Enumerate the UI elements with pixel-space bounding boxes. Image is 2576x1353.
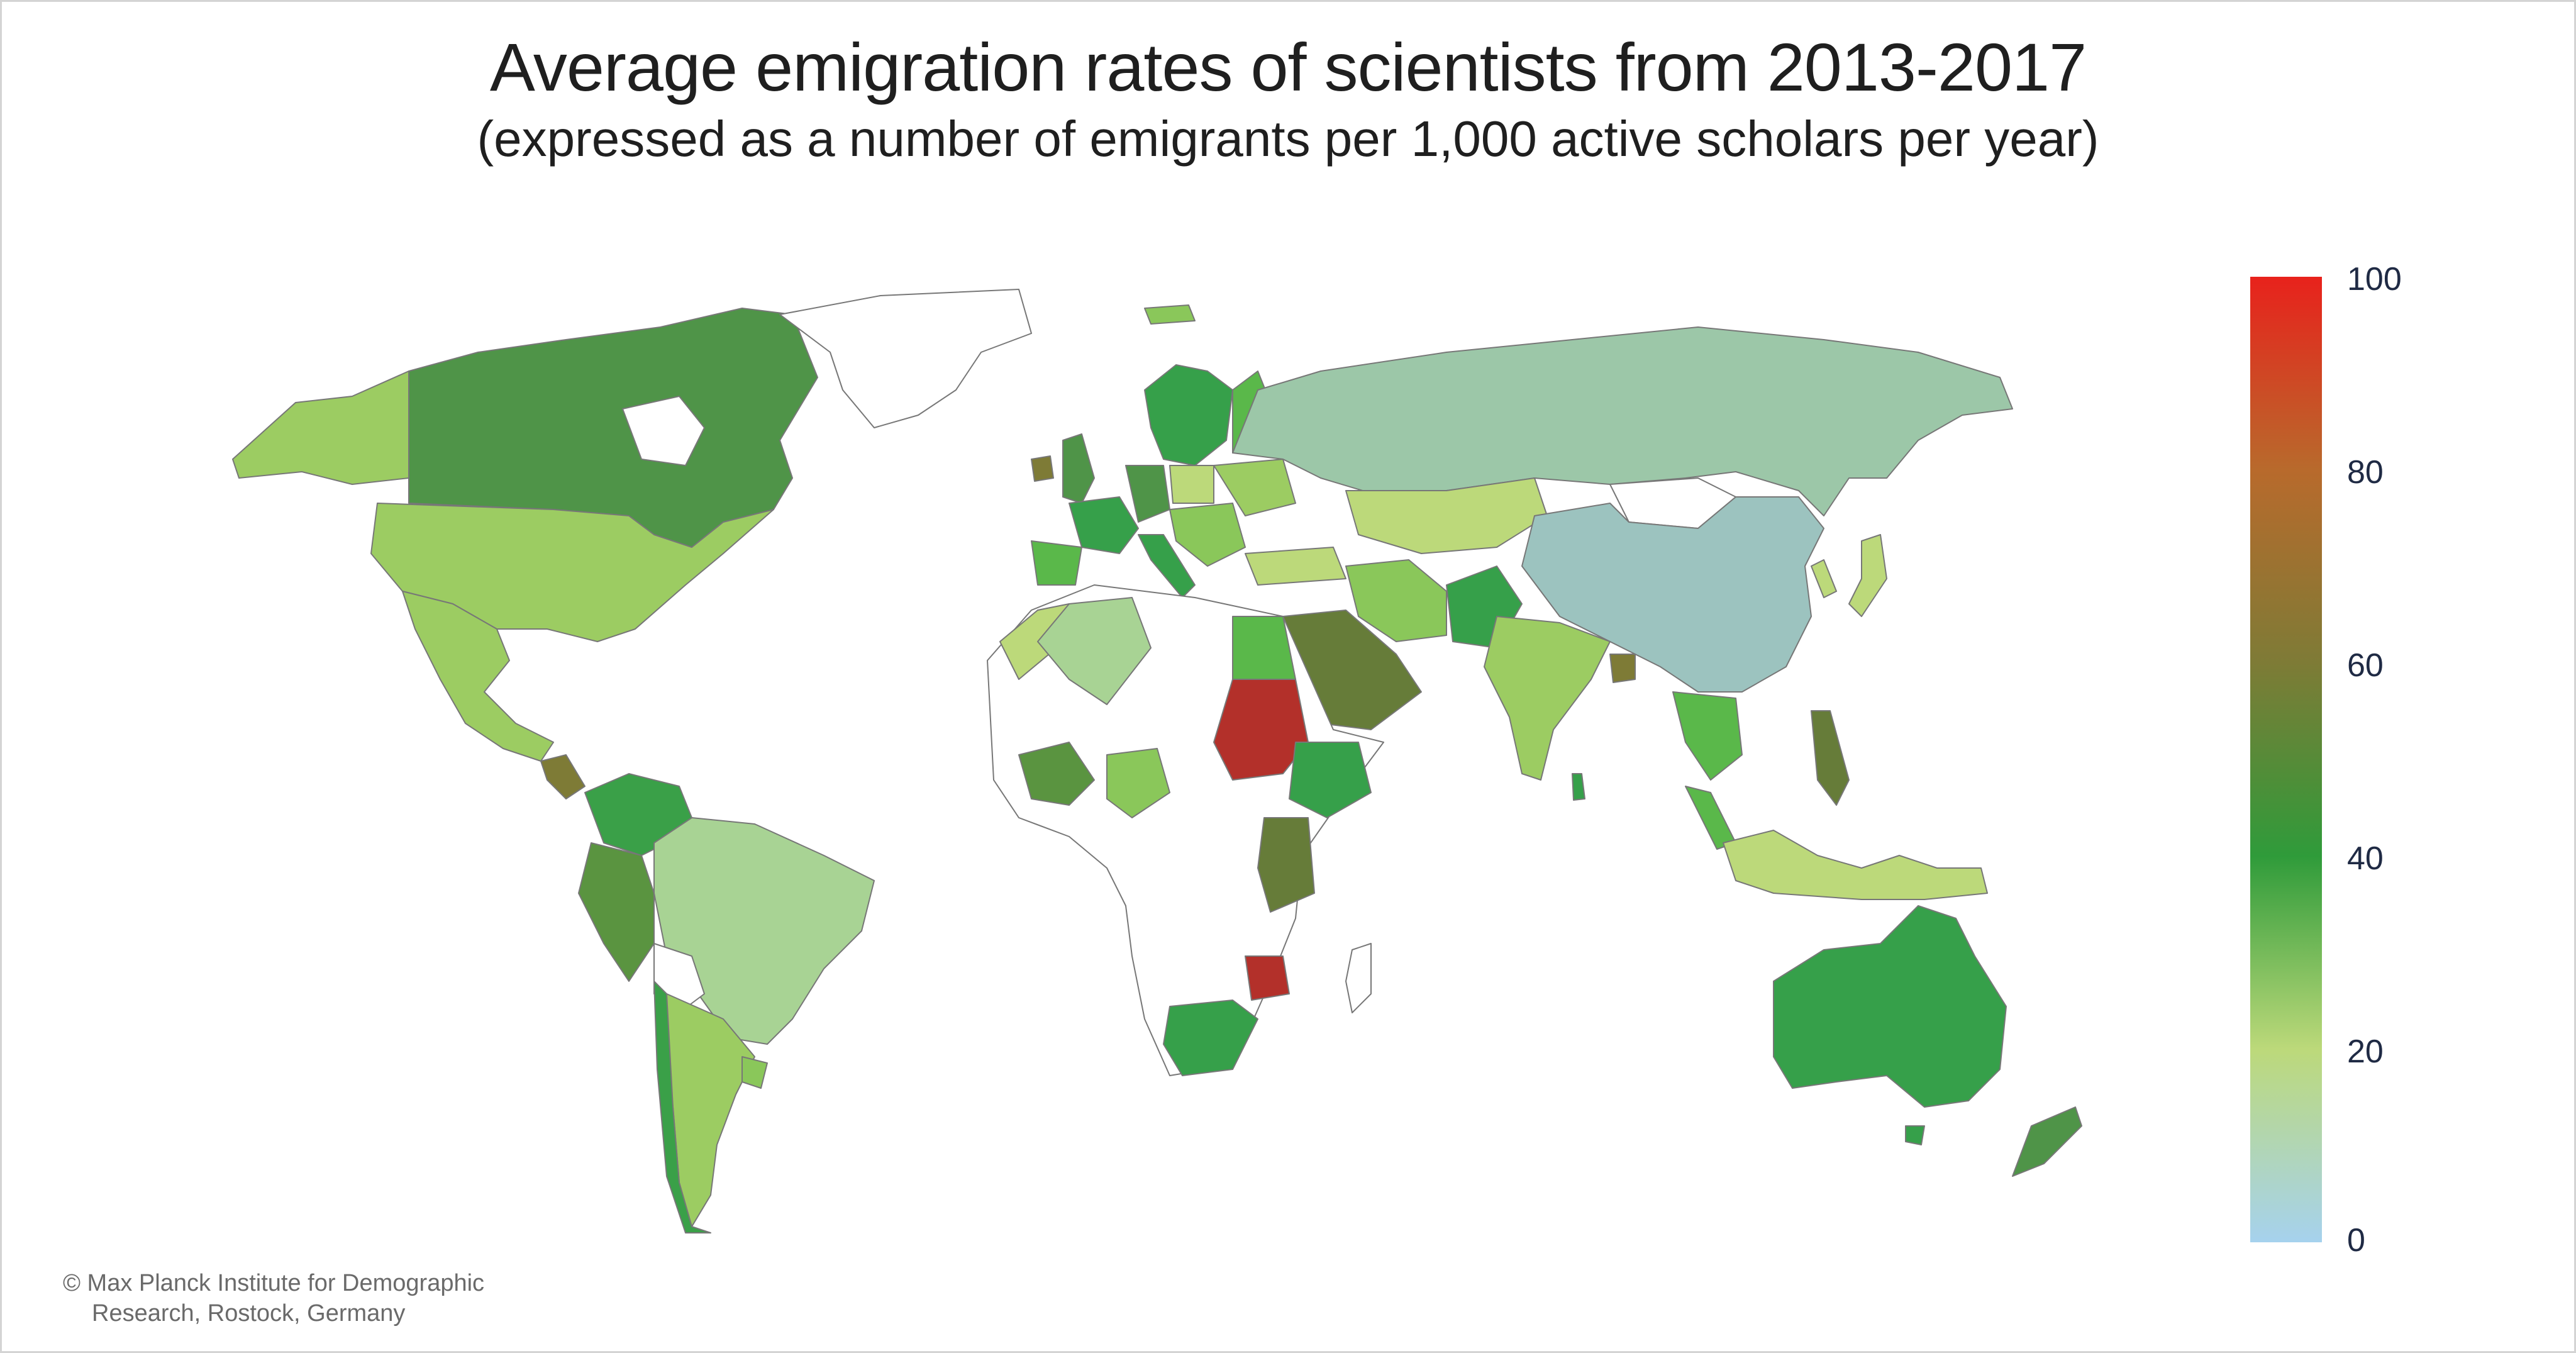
greenland [779,289,1032,428]
country-japan [1848,534,1887,617]
country-balkans [1169,503,1246,567]
country-madagascar [1345,943,1372,1013]
central-america [540,754,586,799]
country-italy [1138,534,1196,598]
country-ethiopia [1289,742,1372,818]
country-sudan [1213,679,1309,781]
country-india [1484,616,1611,781]
country-algeria [1037,597,1152,705]
country-indonesia [1723,830,1988,900]
legend-tick-40: 40 [2347,840,2384,877]
country-poland [1169,465,1214,504]
credit-line-2: Research, Rostock, Germany [92,1300,406,1327]
country-germany [1125,465,1170,523]
country-malaysia [1685,786,1736,850]
country-turkey [1245,547,1346,586]
country-ukraine [1213,459,1296,516]
country-west-africa [1018,742,1095,806]
country-thailand-vietnam [1672,691,1743,781]
country-tasmania [1905,1125,1925,1145]
legend-color-bar [2250,277,2322,1242]
country-alaska [232,370,409,485]
country-uruguay [741,1056,768,1089]
country-peru [578,842,655,982]
legend-tick-0: 0 [2347,1222,2365,1259]
country-spain [1031,540,1082,586]
chart-title: Average emigration rates of scientists f… [489,29,2087,105]
country-sri-lanka [1572,773,1585,801]
copyright-credit: © Max Planck Institute for Demographic R… [63,1268,484,1328]
country-china [1521,496,1824,693]
country-chile [653,981,711,1233]
country-uk [1062,433,1095,504]
country-korea [1811,559,1837,598]
country-new-zealand [2012,1106,2082,1177]
legend-tick-20: 20 [2347,1033,2384,1070]
legend-tick-80: 80 [2347,454,2384,491]
country-kazakhstan [1345,477,1548,554]
legend-tick-60: 60 [2347,647,2384,684]
country-france [1069,496,1139,554]
country-mexico [402,591,554,762]
country-australia [1773,905,2007,1108]
country-nigeria [1106,748,1170,818]
chart-subtitle: (expressed as a number of emigrants per … [477,111,2099,167]
country-zimbabwe [1245,955,1290,1001]
country-philippines [1811,710,1850,806]
country-south-africa [1163,999,1258,1076]
hudson-bay [622,396,705,466]
country-norway-sweden [1144,364,1233,466]
country-iran [1345,559,1447,642]
legend-tick-100: 100 [2347,261,2402,298]
country-kenya-tanzania [1257,817,1315,913]
credit-line-1: © Max Planck Institute for Demographic [63,1270,485,1296]
country-bangladesh [1609,654,1636,683]
iceland [1144,304,1196,325]
country-ireland [1031,455,1054,482]
